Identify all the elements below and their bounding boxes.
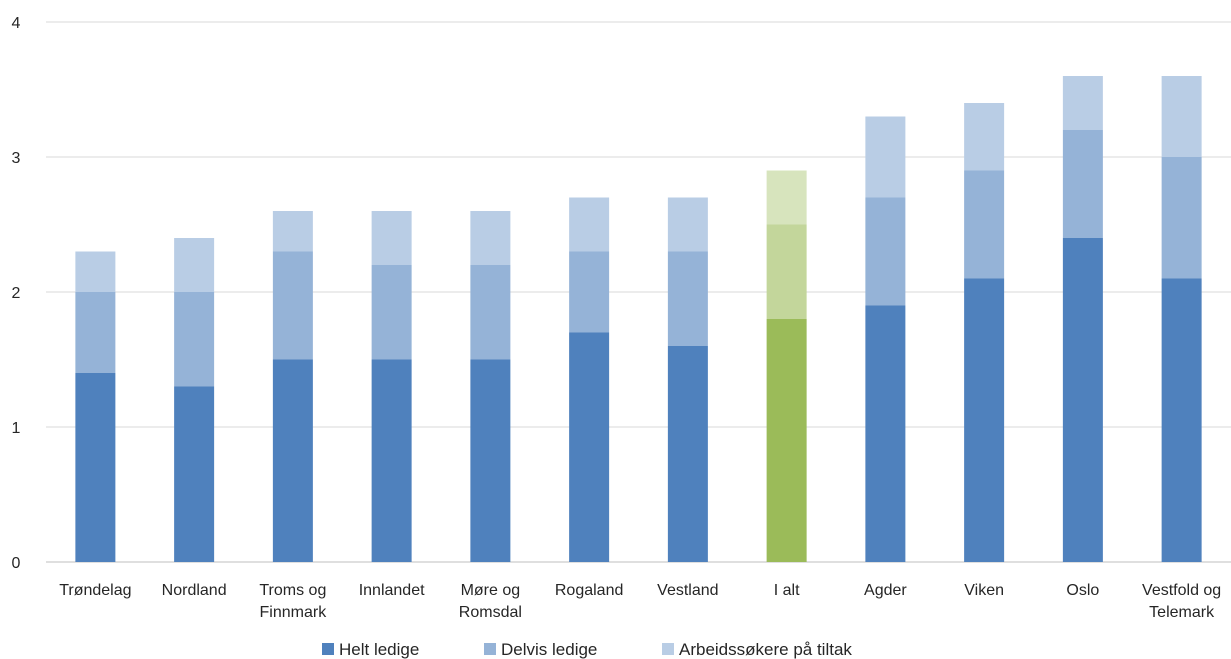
- bar-segment: [470, 359, 511, 562]
- x-axis: Trøndelag Nordland Troms og Finnmark Innland…: [59, 582, 1221, 621]
- bar-segment: [174, 238, 215, 292]
- y-tick-label: 4: [12, 15, 21, 32]
- bar-segment: [964, 278, 1005, 562]
- x-tick-label: Agder: [864, 582, 907, 599]
- bar-segment: [1161, 278, 1202, 562]
- legend: Helt ledige Delvis ledige Arbeidssøkere på…: [322, 640, 852, 659]
- gridlines: [46, 21, 1231, 563]
- bar-segment: [569, 197, 610, 252]
- bar-segment: [371, 265, 412, 360]
- bar-stack: [766, 170, 807, 562]
- bar-segment: [766, 170, 807, 225]
- x-tick-label: Vestland: [657, 582, 718, 599]
- bar-segment: [1062, 238, 1103, 562]
- bar-segment: [272, 211, 313, 252]
- bar-segment: [766, 319, 807, 562]
- x-tick-label: Innlandet: [359, 582, 425, 599]
- bar-stack: [1062, 76, 1103, 562]
- bar-segment: [964, 103, 1005, 171]
- bar-segment: [1062, 130, 1103, 238]
- legend-swatch: [662, 643, 674, 655]
- bar-stack: [272, 211, 313, 562]
- bar-segment: [1062, 76, 1103, 130]
- bars: [75, 76, 1202, 562]
- bar-stack: [174, 238, 215, 562]
- bar-segment: [371, 211, 412, 265]
- bar-stack: [865, 116, 906, 562]
- y-tick-label: 2: [12, 285, 21, 302]
- bar-segment: [667, 346, 708, 562]
- bar-segment: [75, 292, 116, 373]
- bar-segment: [470, 211, 511, 265]
- x-tick-label: Troms og Finnmark: [259, 582, 327, 621]
- bar-stack: [667, 197, 708, 562]
- bar-segment: [1161, 76, 1202, 157]
- bar-segment: [371, 359, 412, 562]
- bar-segment: [569, 332, 610, 562]
- bar-segment: [470, 265, 511, 360]
- y-tick-label: 1: [12, 420, 21, 437]
- legend-label: Arbeidssøkere på tiltak: [679, 640, 852, 659]
- bar-segment: [272, 359, 313, 562]
- bar-segment: [865, 197, 906, 306]
- legend-label: Helt ledige: [339, 640, 419, 659]
- bar-segment: [174, 386, 215, 562]
- x-tick-label: Nordland: [162, 582, 227, 599]
- bar-segment: [75, 251, 116, 292]
- y-tick-label: 3: [12, 150, 21, 167]
- x-tick-label: Oslo: [1066, 582, 1099, 599]
- bar-segment: [667, 251, 708, 346]
- bar-stack: [964, 103, 1005, 562]
- x-tick-label: Vestfold og Telemark: [1142, 582, 1221, 621]
- bar-segment: [75, 373, 116, 562]
- bar-segment: [1161, 157, 1202, 279]
- bar-segment: [964, 170, 1005, 279]
- legend-entry: Helt ledige: [322, 640, 419, 659]
- bar-stack: [470, 211, 511, 562]
- y-tick-label: 0: [12, 555, 21, 572]
- bar-segment: [865, 116, 906, 198]
- x-tick-label: I alt: [774, 582, 800, 599]
- bar-segment: [272, 251, 313, 360]
- bar-stack: [371, 211, 412, 562]
- x-tick-label: Viken: [964, 582, 1004, 599]
- bar-segment: [766, 224, 807, 319]
- legend-swatch: [484, 643, 496, 655]
- legend-entry: Arbeidssøkere på tiltak: [662, 640, 852, 659]
- bar-segment: [865, 305, 906, 562]
- legend-label: Delvis ledige: [501, 640, 597, 659]
- legend-swatch: [322, 643, 334, 655]
- x-tick-label: Rogaland: [555, 582, 624, 599]
- bar-segment: [174, 292, 215, 387]
- x-tick-label: Trøndelag: [59, 582, 131, 599]
- x-tick-label: Møre og Romsdal: [459, 582, 522, 621]
- bar-stack: [569, 197, 610, 562]
- bar-segment: [569, 251, 610, 333]
- legend-entry: Delvis ledige: [484, 640, 597, 659]
- bar-stack: [75, 251, 116, 562]
- y-axis: 0 1 2 3 4: [12, 15, 21, 572]
- bar-segment: [667, 197, 708, 252]
- bar-stack: [1161, 76, 1202, 562]
